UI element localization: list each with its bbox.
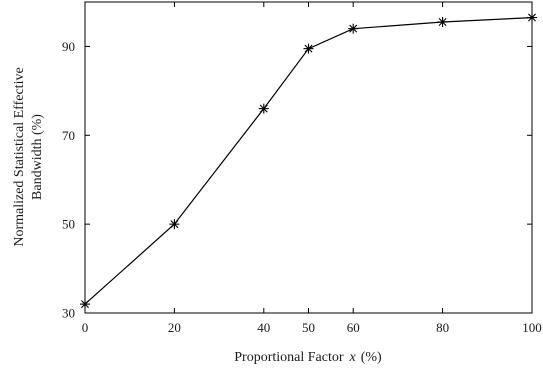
x-axis-unit: (%) <box>361 350 382 365</box>
tick-labels: 0 20 40 50 60 80 100 30 50 70 90 <box>62 39 542 335</box>
y-tick-label: 70 <box>62 128 75 143</box>
y-tick-label: 90 <box>62 39 75 54</box>
x-axis-label: Proportional Factor <box>234 350 344 365</box>
x-tick-label: 100 <box>522 320 542 335</box>
y-axis-title-line2: Bandwidth (%) <box>30 114 45 200</box>
data-point <box>169 219 180 230</box>
x-tick-label: 20 <box>168 320 181 335</box>
series-line <box>84 17 533 305</box>
x-tick-label: 0 <box>82 320 89 335</box>
data-point <box>258 103 269 114</box>
data-point <box>527 12 537 23</box>
y-tick-label: 50 <box>62 217 75 232</box>
data-point <box>437 16 448 27</box>
y-tick-label: 30 <box>62 306 75 321</box>
series-markers <box>80 12 537 310</box>
x-tick-label: 40 <box>257 320 270 335</box>
x-tick-label: 50 <box>302 320 315 335</box>
data-point <box>80 299 90 310</box>
x-axis-variable: x <box>349 350 357 365</box>
x-tick-label: 80 <box>436 320 449 335</box>
x-tick-label: 60 <box>347 320 360 335</box>
data-point <box>303 43 314 54</box>
data-point <box>348 23 359 34</box>
y-axis-title-line1: Normalized Statistical Effective <box>12 67 27 246</box>
axis-ticks <box>84 2 533 314</box>
x-axis-title: Proportional Factor x (%) <box>234 350 382 365</box>
